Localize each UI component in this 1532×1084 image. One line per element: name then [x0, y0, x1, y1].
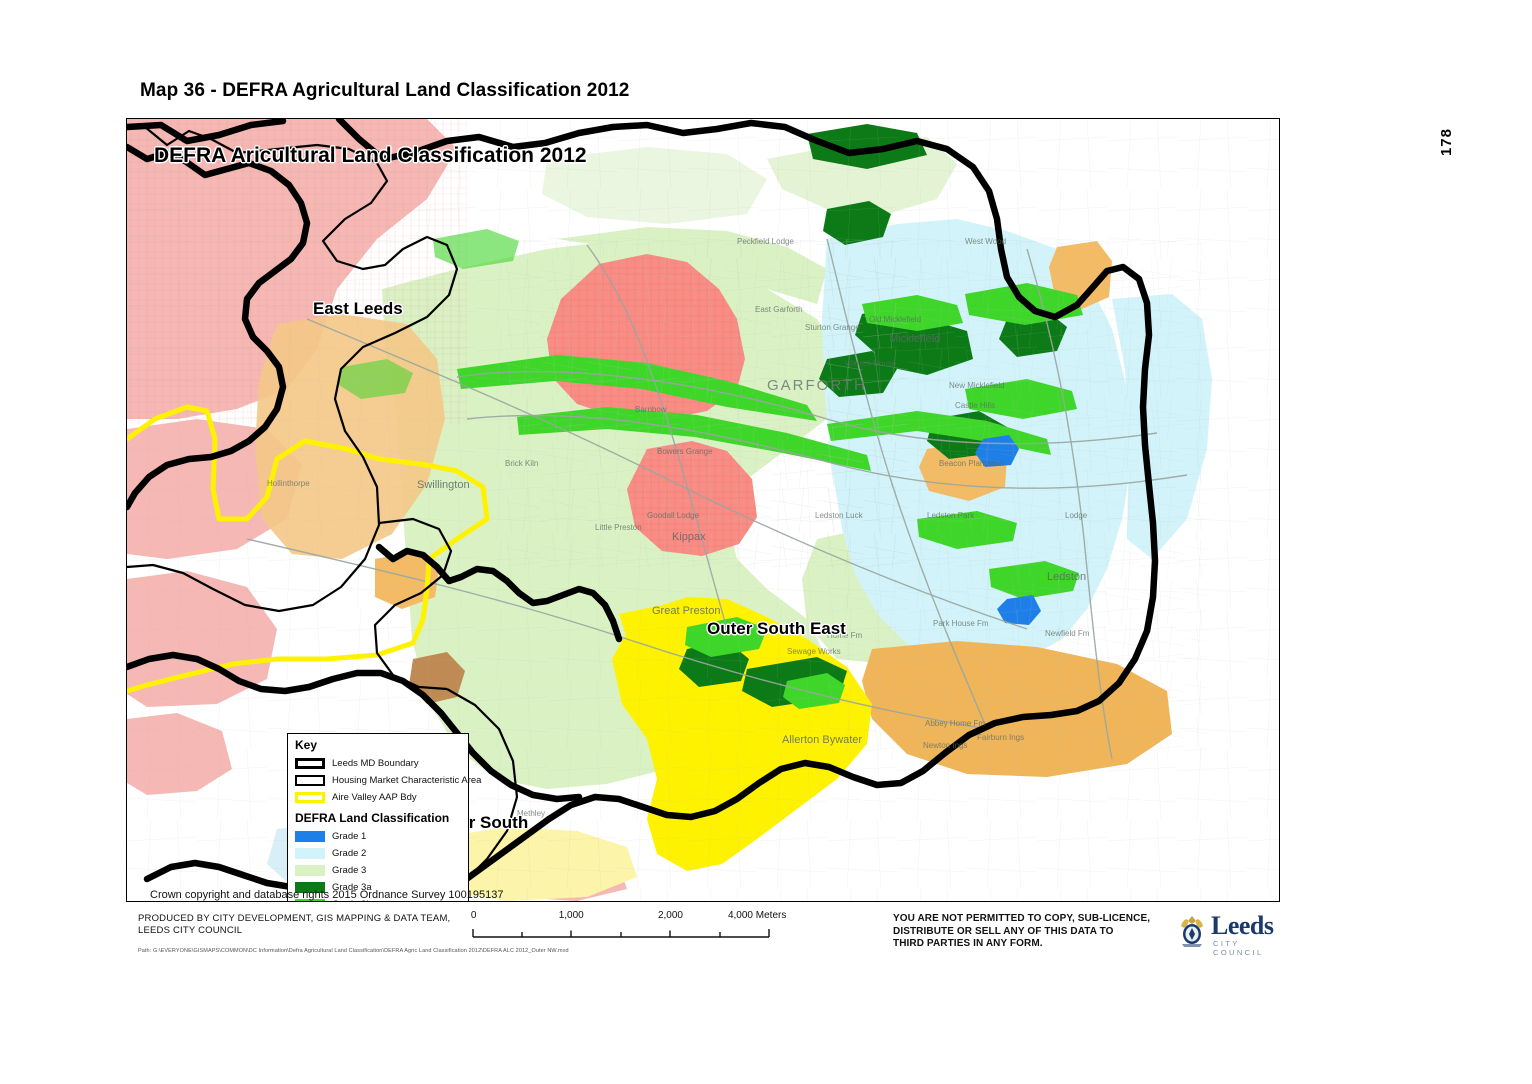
place-label-east-garforth: East Garforth	[755, 305, 803, 314]
legend-row-grade-3b[interactable]: Grade 3b	[295, 896, 468, 901]
place-label-fairburn-ings: Fairburn Ings	[977, 733, 1025, 742]
legend-label-grade-3a: Grade 3a	[332, 882, 372, 893]
scale-bar-axis	[472, 929, 770, 938]
place-label-allerton-bywater: Allerton Bywater	[782, 734, 863, 746]
legend-subtitle: DEFRA Land Classification	[295, 811, 450, 825]
page-title: Map 36 - DEFRA Agricultural Land Classif…	[140, 80, 630, 101]
legend-row-housing-market-characteristic-area[interactable]: Housing Market Characteristic Area	[295, 772, 481, 789]
place-label-barnbow: Barnbow	[635, 405, 667, 414]
produced-by-line1: PRODUCED BY CITY DEVELOPMENT, GIS MAPPIN…	[138, 913, 451, 924]
place-label-beacon-plantation: Beacon Plantation	[939, 459, 1004, 468]
transport-lines	[246, 238, 1188, 760]
legend-swatch-leeds-md-boundary	[295, 758, 325, 769]
scale-tick-label-0: 0	[470, 910, 477, 921]
legend-row-aire-valley-aap-bdy[interactable]: Aire Valley AAP Bdy	[295, 789, 468, 806]
place-label-ledston-park: Ledston Park	[927, 511, 975, 520]
leeds-md-boundary-sw	[127, 651, 583, 803]
place-label-warren-house: Warren House	[845, 359, 897, 368]
place-label-ledston: Ledston	[1047, 571, 1087, 583]
usage-notice: YOU ARE NOT PERMITTED TO COPY, SUB-LICEN…	[893, 913, 1150, 951]
place-label-new-micklefield: New Micklefield	[949, 381, 1005, 390]
leeds-md-boundary-west	[375, 543, 623, 643]
aire-valley-aap-boundary	[127, 404, 490, 694]
map-layers	[127, 119, 1279, 901]
place-label-lodge: Lodge	[1065, 511, 1088, 520]
legend-row-grade-1[interactable]: Grade 1	[295, 828, 468, 845]
produced-by-line2: LEEDS CITY COUNCIL	[138, 925, 243, 936]
leeds-logo-wordmark: Leeds	[1211, 911, 1274, 940]
place-label-castle-hills: Castle Hills	[955, 401, 996, 410]
usage-notice-line2: DISTRIBUTE OR SELL ANY OF THIS DATA TO	[893, 925, 1114, 937]
scale-bar-labels: 0 1,000 2,000 4,000 Meters	[470, 910, 786, 924]
legend-row-grade-3a[interactable]: Grade 3a	[295, 879, 468, 896]
legend-label-leeds-md-boundary: Leeds MD Boundary	[332, 758, 419, 769]
legend-key-box[interactable]: Key Leeds MD Boundary Housing Market Cha…	[287, 733, 481, 901]
legend-row-grade-2[interactable]: Grade 2	[295, 845, 468, 862]
legend-swatch-aire-valley-aap-bdy	[295, 792, 325, 803]
place-label-little-preston: Little Preston	[595, 523, 642, 532]
place-label-great-preston: Great Preston	[652, 605, 721, 617]
usage-notice-line3: THIRD PARTIES IN ANY FORM.	[893, 938, 1043, 949]
legend-swatch-grade-1	[295, 831, 325, 842]
leeds-md-boundary-nw	[127, 143, 311, 511]
road-texture-east	[827, 239, 1207, 759]
leeds-logo-subtext: CITY COUNCIL	[1213, 939, 1264, 957]
place-label-west-wood: West Wood	[965, 237, 1007, 246]
place-label-brick-kiln: Brick Kiln	[505, 459, 539, 468]
place-label-garforth: GARFORTH	[767, 377, 867, 394]
place-label-home-fm: Home Fm	[827, 631, 863, 640]
place-label-newfield-fm: Newfield Fm	[1045, 629, 1090, 638]
map-svg	[127, 119, 1279, 901]
scale-tick-label-1000: 1,000	[558, 910, 584, 921]
legend-label-grade-3b: Grade 3b	[332, 899, 372, 901]
produced-by-credit: PRODUCED BY CITY DEVELOPMENT, GIS MAPPIN…	[138, 913, 450, 937]
legend-swatch-grade-3	[295, 865, 325, 876]
legend-title: Key	[295, 738, 318, 752]
legend-swatch-grade-3a	[295, 882, 325, 893]
legend-label-grade-2: Grade 2	[332, 848, 367, 859]
place-label-bowers-grange: Bowers Grange	[657, 447, 713, 456]
place-label-sewage-works: Sewage Works	[787, 647, 841, 656]
legend-label-grade-3: Grade 3	[332, 865, 367, 876]
page-number: 178	[1438, 128, 1455, 157]
usage-notice-line1: YOU ARE NOT PERMITTED TO COPY, SUB-LICEN…	[893, 913, 1151, 924]
place-label-newton-ings: Newton Ings	[923, 741, 968, 750]
place-label-goodall-lodge: Goodall Lodge	[647, 511, 700, 520]
place-label-sturton-grange: Sturton Grange	[805, 323, 860, 332]
map-frame[interactable]: DEFRA Aricultural Land Classification 20…	[126, 118, 1280, 902]
map-canvas[interactable]	[127, 119, 1279, 901]
ordnance-survey-copyright: Crown copyright and database rights 2015…	[150, 889, 504, 901]
legend-swatch-grade-2	[295, 848, 325, 859]
leeds-city-council-logo: Leeds CITY COUNCIL	[1176, 911, 1282, 957]
place-label-park-house-fm: Park House Fm	[933, 619, 989, 628]
place-label-kippax: Kippax	[672, 531, 706, 543]
place-label-peckfield-lodge: Peckfield Lodge	[737, 237, 794, 246]
map-inset-title: DEFRA Aricultural Land Classification 20…	[154, 144, 587, 167]
place-label-abbey-home-fm: Abbey Home Fm	[925, 719, 986, 728]
area-label-outer-south-east: Outer South East	[707, 619, 846, 638]
place-label-swillington: Swillington	[417, 479, 470, 491]
place-label-micklefield: Micklefield	[889, 333, 941, 345]
scale-tick-label-4000: 4,000 Meters	[727, 910, 787, 921]
legend-label-housing-market-characteristic-area: Housing Market Characteristic Area	[332, 775, 482, 786]
legend-row-leeds-md-boundary[interactable]: Leeds MD Boundary	[295, 755, 468, 772]
place-label-hollinthorpe: Hollinthorpe	[267, 479, 310, 488]
legend-label-aire-valley-aap-bdy: Aire Valley AAP Bdy	[332, 792, 417, 803]
legend-row-grade-3[interactable]: Grade 3	[295, 862, 468, 879]
file-path-credit: Path: G:\EVERYONE\GISMAPS\COMMON\DC Info…	[138, 948, 569, 954]
place-label-old-micklefield: Old Micklefield	[869, 315, 922, 324]
legend-swatch-grade-3b	[295, 899, 325, 901]
leeds-crest-icon	[1181, 916, 1203, 947]
scale-bar: 0 1,000 2,000 4,000 Meters	[470, 910, 786, 944]
legend-swatch-housing-market-characteristic-area	[295, 775, 325, 786]
area-label-east-leeds: East Leeds	[313, 299, 403, 318]
place-label-methley: Methley	[517, 809, 546, 818]
housing-market-characteristic-area-boundary	[127, 126, 459, 613]
scale-tick-label-2000: 2,000	[657, 910, 683, 921]
legend-label-grade-1: Grade 1	[332, 831, 367, 842]
place-label-ledston-luck: Ledston Luck	[815, 511, 863, 520]
leeds-md-boundary	[127, 119, 1159, 901]
